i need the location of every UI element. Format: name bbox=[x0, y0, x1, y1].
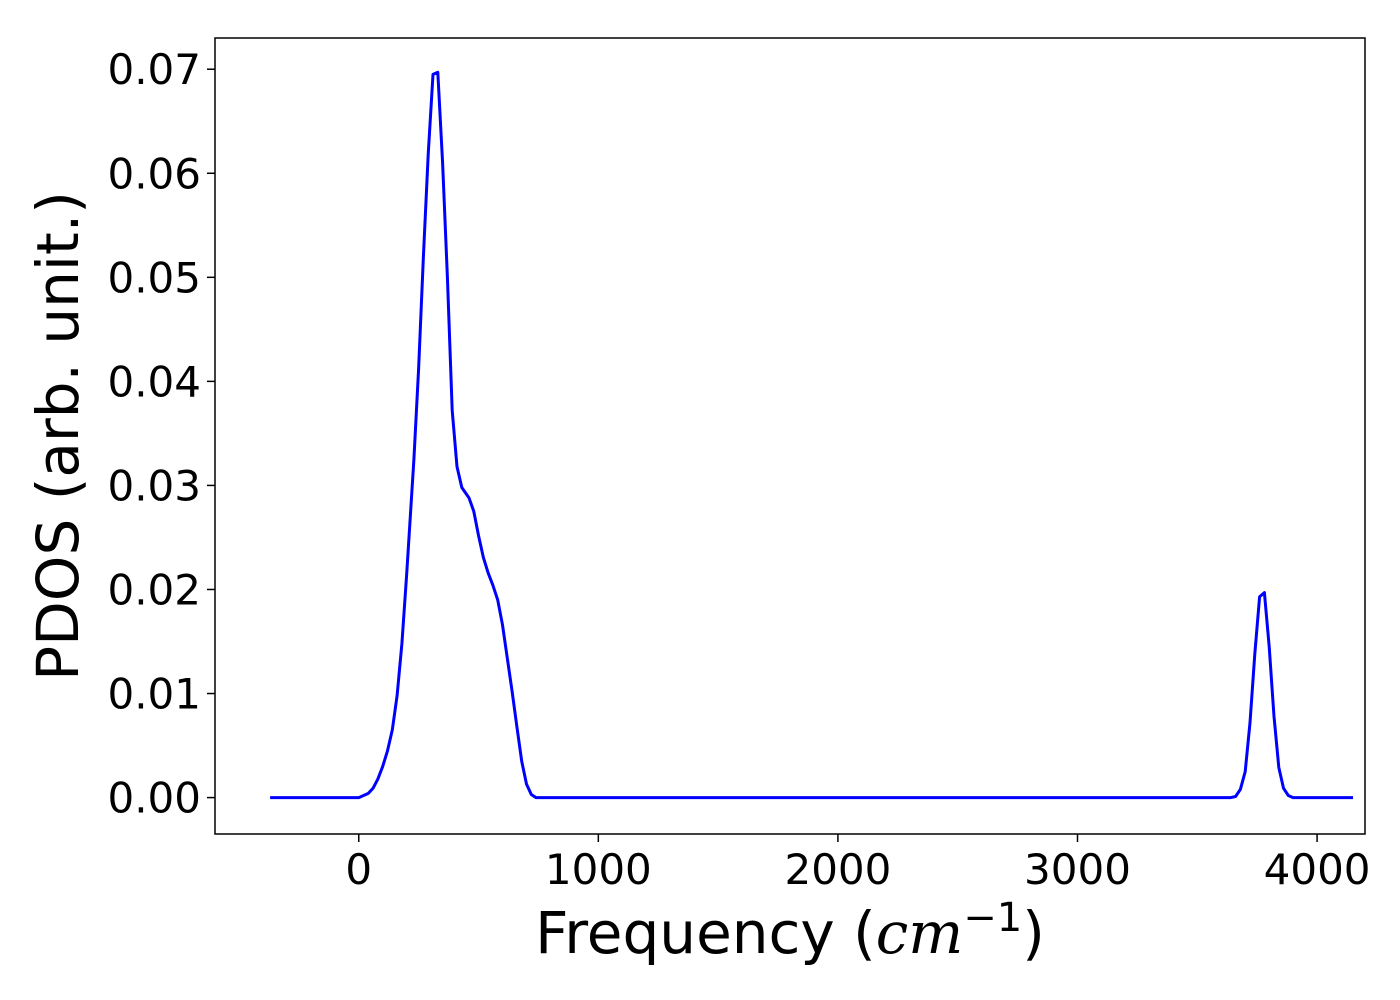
x-tick-label: 3000 bbox=[1024, 845, 1131, 894]
y-tick-label: 0.03 bbox=[107, 461, 201, 510]
x-tick-label: 0 bbox=[345, 845, 372, 894]
plot-area bbox=[214, 37, 1366, 835]
x-tick-label: 1000 bbox=[545, 845, 652, 894]
axes-frame bbox=[214, 37, 1366, 835]
y-tick-label: 0.00 bbox=[107, 774, 201, 823]
y-tick-label: 0.02 bbox=[107, 565, 201, 614]
y-tick-label: 0.04 bbox=[107, 357, 201, 406]
y-tick-label: 0.01 bbox=[107, 670, 201, 719]
pdos-series-line bbox=[270, 70, 1353, 800]
y-tick-label: 0.05 bbox=[107, 253, 201, 302]
y-axis-label: PDOS (arb. unit.) bbox=[24, 191, 92, 681]
y-axis-ticks: 0.00 0.01 0.02 0.03 0.04 0.05 0.06 0.07 bbox=[107, 45, 215, 823]
x-tick-label: 4000 bbox=[1264, 845, 1371, 894]
x-axis-ticks: 0 1000 2000 3000 4000 bbox=[345, 834, 1371, 894]
x-axis-label: Frequency (cm−1) bbox=[535, 895, 1045, 967]
y-tick-label: 0.07 bbox=[107, 45, 201, 94]
y-tick-label: 0.06 bbox=[107, 149, 201, 198]
x-tick-label: 2000 bbox=[784, 845, 891, 894]
